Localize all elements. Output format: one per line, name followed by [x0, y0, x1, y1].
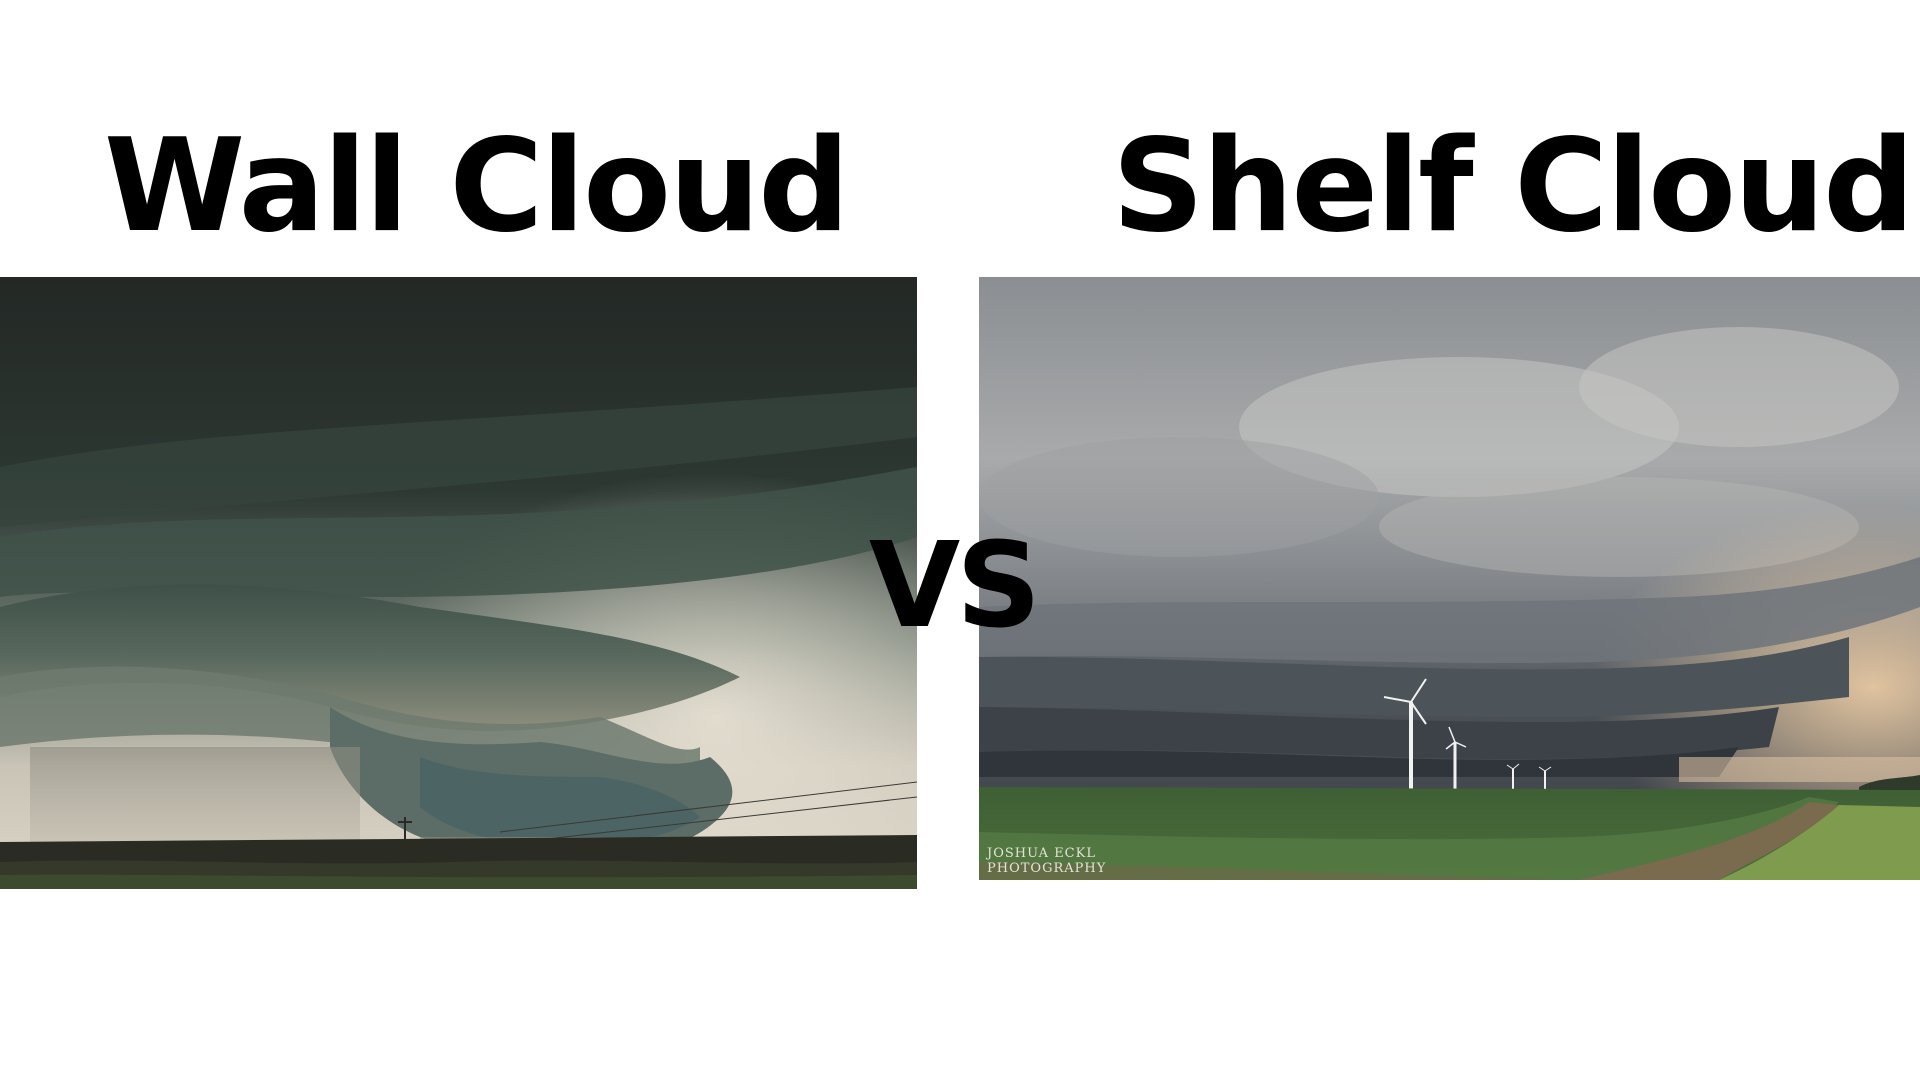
wall-cloud-title: Wall Cloud — [104, 112, 850, 261]
wind-turbines — [1383, 678, 1552, 791]
wall-cloud-photo — [0, 277, 917, 889]
versus-label: VS — [868, 516, 1041, 654]
wall-cloud-illustration — [0, 277, 917, 889]
watermark-subtitle: PHOTOGRAPHY — [987, 861, 1107, 876]
shelf-cloud-illustration — [979, 277, 1920, 880]
watermark-name: JOSHUA ECKL — [987, 846, 1096, 861]
shelf-cloud-photo: JOSHUA ECKL PHOTOGRAPHY — [979, 277, 1920, 880]
shelf-cloud-title: Shelf Cloud — [1112, 112, 1915, 261]
photographer-watermark: JOSHUA ECKL PHOTOGRAPHY — [987, 846, 1106, 876]
